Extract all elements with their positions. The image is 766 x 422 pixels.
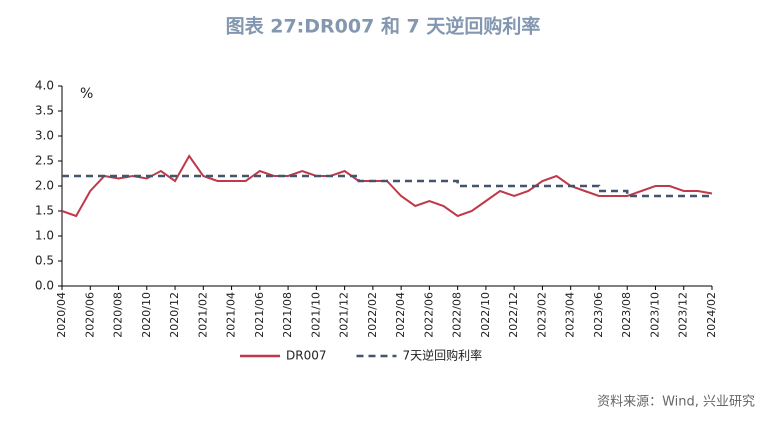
x-tick-label: 2021/12 — [338, 292, 351, 338]
series-line — [61, 154, 713, 218]
x-tick-label: 2023/02 — [535, 292, 548, 338]
y-axis-label: % — [80, 86, 93, 102]
y-tick-label: 0.0 — [35, 279, 54, 293]
legend-label: 7天逆回购利率 — [402, 348, 482, 363]
source: 资料来源：Wind, 兴业研究 — [597, 395, 755, 410]
y-tick-label: 2.0 — [35, 179, 54, 193]
x-tick-label: 2021/08 — [281, 292, 294, 338]
x-tick-label: 2022/08 — [451, 292, 464, 338]
y-tick-label: 2.5 — [35, 154, 54, 168]
x-tick-label: 2021/10 — [309, 292, 322, 338]
x-tick-label: 2023/08 — [620, 292, 633, 338]
x-tick-label: 2021/06 — [253, 292, 266, 338]
x-tick-label: 2023/06 — [592, 292, 605, 338]
series-line — [62, 174, 712, 198]
x-tick-label: 2023/12 — [677, 292, 690, 338]
y-tick-label: 1.0 — [35, 229, 54, 243]
y-tick-label: 0.5 — [35, 254, 54, 268]
x-tick-label: 2020/06 — [83, 292, 96, 338]
x-tick-label: 2022/02 — [366, 292, 379, 338]
x-tick-label: 2022/06 — [422, 292, 435, 338]
x-tick-label: 2021/04 — [225, 292, 238, 338]
x-tick-label: 2022/04 — [394, 292, 407, 338]
y-tick-label: 4.0 — [35, 79, 54, 93]
x-tick-label: 2022/10 — [479, 292, 492, 338]
x-tick-label: 2020/12 — [168, 292, 181, 338]
y-tick-label: 3.5 — [35, 104, 54, 118]
x-tick-label: 2022/12 — [507, 292, 520, 338]
x-tick-label: 2021/02 — [196, 292, 209, 338]
x-tick-label: 2023/10 — [648, 292, 661, 338]
x-tick-label: 2020/10 — [140, 292, 153, 338]
chart-title: 图表 27:DR007 和 7 天逆回购利率 — [226, 15, 541, 38]
x-tick-label: 2024/02 — [705, 292, 718, 338]
x-tick-label: 2020/08 — [112, 292, 125, 338]
y-tick-label: 1.5 — [35, 204, 54, 218]
x-tick-label: 2023/04 — [564, 292, 577, 338]
x-tick-label: 2020/04 — [55, 292, 68, 338]
y-tick-label: 3.0 — [35, 129, 54, 143]
legend-label: DR007 — [286, 349, 326, 363]
